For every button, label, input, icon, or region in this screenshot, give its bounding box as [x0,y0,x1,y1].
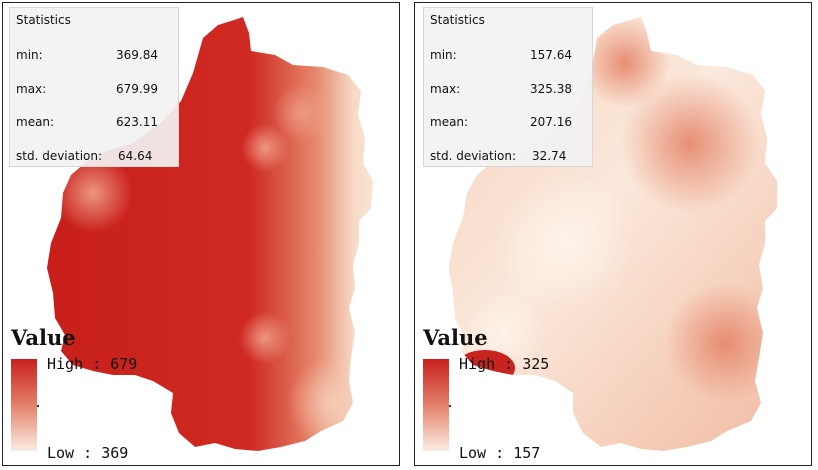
legend-low: Low : 157 [459,444,541,462]
legend-tick [37,405,39,407]
statistics-title: Statistics [16,13,71,27]
stat-value: 64.64 [118,149,153,163]
stat-label: max: [430,82,461,96]
legend-high-label: High [47,355,84,373]
stat-value: 679.99 [116,82,158,96]
stat-max: max: 325.38 [430,82,586,98]
legend-low: Low : 369 [47,444,129,462]
stat-value: 369.84 [116,48,158,62]
stat-std-deviation: std. deviation: 64.64 [16,149,172,165]
stat-mean: mean: 623.11 [16,115,172,131]
map-panel-right: Statistics min: 157.64 max: 325.38 mean:… [414,2,812,466]
legend-high-value: 679 [110,355,138,373]
stat-value: 623.11 [116,115,158,129]
legend-low-value: 369 [101,444,129,462]
legend-high: High : 325 [459,355,550,373]
stat-mean: mean: 207.16 [430,115,586,131]
raster-map-right [449,17,777,451]
stat-label: min: [430,48,457,62]
stat-label: std. deviation: [430,149,517,163]
stat-value: 207.16 [530,115,572,129]
stat-label: min: [16,48,43,62]
map-panel-left: Statistics min: 369.84 max: 679.99 mean:… [2,2,400,466]
stat-label: std. deviation: [16,149,103,163]
legend-high-label: High [459,355,496,373]
stat-max: max: 679.99 [16,82,172,98]
legend-high-value: 325 [522,355,550,373]
stat-label: max: [16,82,47,96]
stat-value: 32.74 [532,149,567,163]
legend-color-ramp [423,359,449,451]
legend-color-ramp [11,359,37,451]
legend-low-label: Low [47,444,75,462]
stat-std-deviation: std. deviation: 32.74 [430,149,586,165]
stat-min: min: 157.64 [430,48,586,64]
legend-low-label: Low [459,444,487,462]
legend-low-value: 157 [513,444,541,462]
stat-value: 157.64 [530,48,572,62]
statistics-box: Statistics min: 369.84 max: 679.99 mean:… [9,7,179,167]
legend-title: Value [11,325,76,350]
statistics-box: Statistics min: 157.64 max: 325.38 mean:… [423,7,593,167]
stat-value: 325.38 [530,82,572,96]
stat-min: min: 369.84 [16,48,172,64]
stat-label: mean: [430,115,469,129]
legend-title: Value [423,325,488,350]
legend-high: High : 679 [47,355,138,373]
stat-label: mean: [16,115,55,129]
legend-tick [449,405,451,407]
statistics-title: Statistics [430,13,485,27]
